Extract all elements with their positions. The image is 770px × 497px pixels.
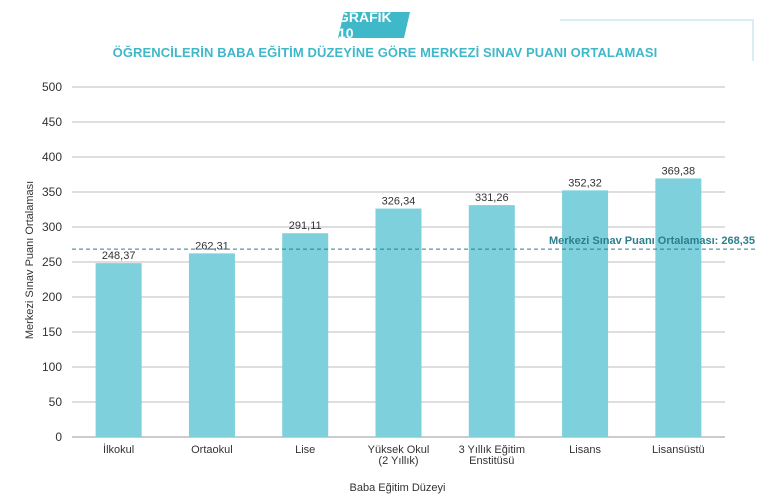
y-tick-label: 350 bbox=[42, 185, 62, 199]
value-label: 352,32 bbox=[568, 177, 602, 189]
y-tick-label: 300 bbox=[42, 220, 62, 234]
value-label: 331,26 bbox=[475, 192, 509, 204]
value-label: 326,34 bbox=[382, 196, 416, 208]
bar bbox=[375, 208, 422, 437]
category-label: Enstitüsü bbox=[469, 455, 514, 467]
bar bbox=[282, 233, 329, 437]
frame-top-border bbox=[560, 19, 752, 21]
category-label: Lise bbox=[295, 444, 315, 456]
value-label: 369,38 bbox=[662, 165, 696, 177]
reference-line-label: Merkezi Sınav Puanı Ortalaması: 268,35 bbox=[549, 235, 755, 247]
chart-title: ÖĞRENCİLERİN BABA EĞİTİM DÜZEYİNE GÖRE M… bbox=[112, 45, 658, 60]
bar bbox=[188, 253, 235, 437]
y-tick-labels: 0 50 100 150 200 250 300 350 400 450 500 bbox=[42, 80, 62, 444]
category-label: Lisansüstü bbox=[652, 444, 705, 456]
category-label: Ortaokul bbox=[191, 444, 233, 456]
reference-line-group: Merkezi Sınav Puanı Ortalaması: 268,35 bbox=[72, 235, 755, 250]
y-tick-label: 0 bbox=[55, 430, 62, 444]
bar bbox=[562, 190, 609, 437]
y-tick-label: 200 bbox=[42, 290, 62, 304]
bar bbox=[468, 205, 515, 437]
category-label: 3 Yıllık Eğitim bbox=[459, 444, 525, 456]
category-labels: İlkokul Ortaokul Lise Yüksek Okul(2 Yıllık)… bbox=[103, 443, 705, 467]
y-tick-label: 400 bbox=[42, 150, 62, 164]
frame-right-border bbox=[752, 19, 754, 61]
x-axis-label: Baba Eğitim Düzeyi bbox=[349, 482, 446, 494]
category-label: Lisans bbox=[569, 444, 601, 456]
value-label: 262,31 bbox=[195, 240, 229, 252]
y-tick-label: 150 bbox=[42, 325, 62, 339]
value-label: 248,37 bbox=[102, 250, 136, 262]
y-tick-label: 250 bbox=[42, 255, 62, 269]
category-label: (2 Yıllık) bbox=[378, 455, 418, 467]
category-label: İlkokul bbox=[103, 443, 134, 456]
y-tick-label: 450 bbox=[42, 115, 62, 129]
bars bbox=[95, 178, 702, 437]
y-tick-label: 100 bbox=[42, 360, 62, 374]
category-label: Yüksek Okul bbox=[368, 444, 430, 456]
y-tick-label: 500 bbox=[42, 80, 62, 94]
value-label: 291,11 bbox=[289, 220, 322, 232]
bar bbox=[655, 178, 702, 437]
chart-badge: GRAFİK 10 bbox=[338, 12, 410, 38]
bar bbox=[95, 263, 142, 437]
y-tick-label: 50 bbox=[49, 395, 63, 409]
